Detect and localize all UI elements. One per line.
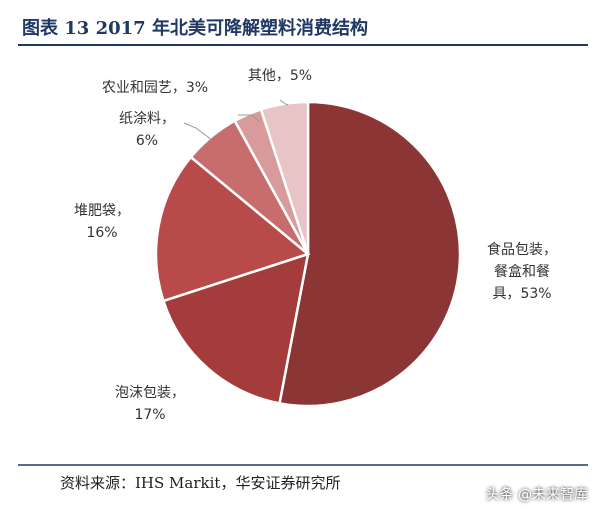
slice-label: 堆肥袋， 16% bbox=[74, 200, 130, 244]
watermark: 头条 @未来智库 bbox=[485, 487, 588, 503]
leader-line bbox=[183, 122, 213, 141]
value-label: 17% bbox=[134, 407, 166, 423]
leader-line bbox=[238, 114, 261, 123]
slice-label: 纸涂料， 6% bbox=[119, 108, 175, 152]
pie-slice bbox=[278, 100, 462, 408]
slice-label: 泡沫包装， 17% bbox=[115, 382, 185, 426]
category-label: 其他， bbox=[247, 68, 290, 84]
category-label: 纸涂料， bbox=[119, 111, 175, 127]
pie-slice bbox=[259, 100, 310, 255]
value-label: 53% bbox=[520, 286, 552, 302]
slice-label: 其他，5% bbox=[248, 65, 312, 87]
leaders bbox=[183, 99, 289, 141]
value-label: 3% bbox=[185, 80, 209, 96]
value-label: 5% bbox=[289, 68, 313, 84]
pie bbox=[154, 100, 462, 408]
pie-slice bbox=[154, 155, 311, 303]
slice-label: 食品包装， 餐盒和餐 具，53% bbox=[487, 239, 557, 305]
slice-label: 农业和园艺，3% bbox=[102, 77, 208, 99]
pie-slice bbox=[161, 252, 310, 405]
category-label: 泡沫包装， bbox=[115, 385, 185, 401]
leader-line bbox=[279, 99, 289, 106]
value-label: 16% bbox=[86, 225, 118, 241]
category-label: 食品包装， 餐盒和餐 具， bbox=[487, 242, 557, 302]
value-label: 6% bbox=[135, 133, 159, 149]
source: 资料来源：IHS Markit，华安证券研究所 bbox=[60, 474, 341, 492]
category-label: 农业和园艺， bbox=[101, 80, 186, 96]
category-label: 堆肥袋， bbox=[74, 203, 130, 219]
chart-title: 图表 13 2017 年北美可降解塑料消费结构 bbox=[22, 18, 368, 39]
